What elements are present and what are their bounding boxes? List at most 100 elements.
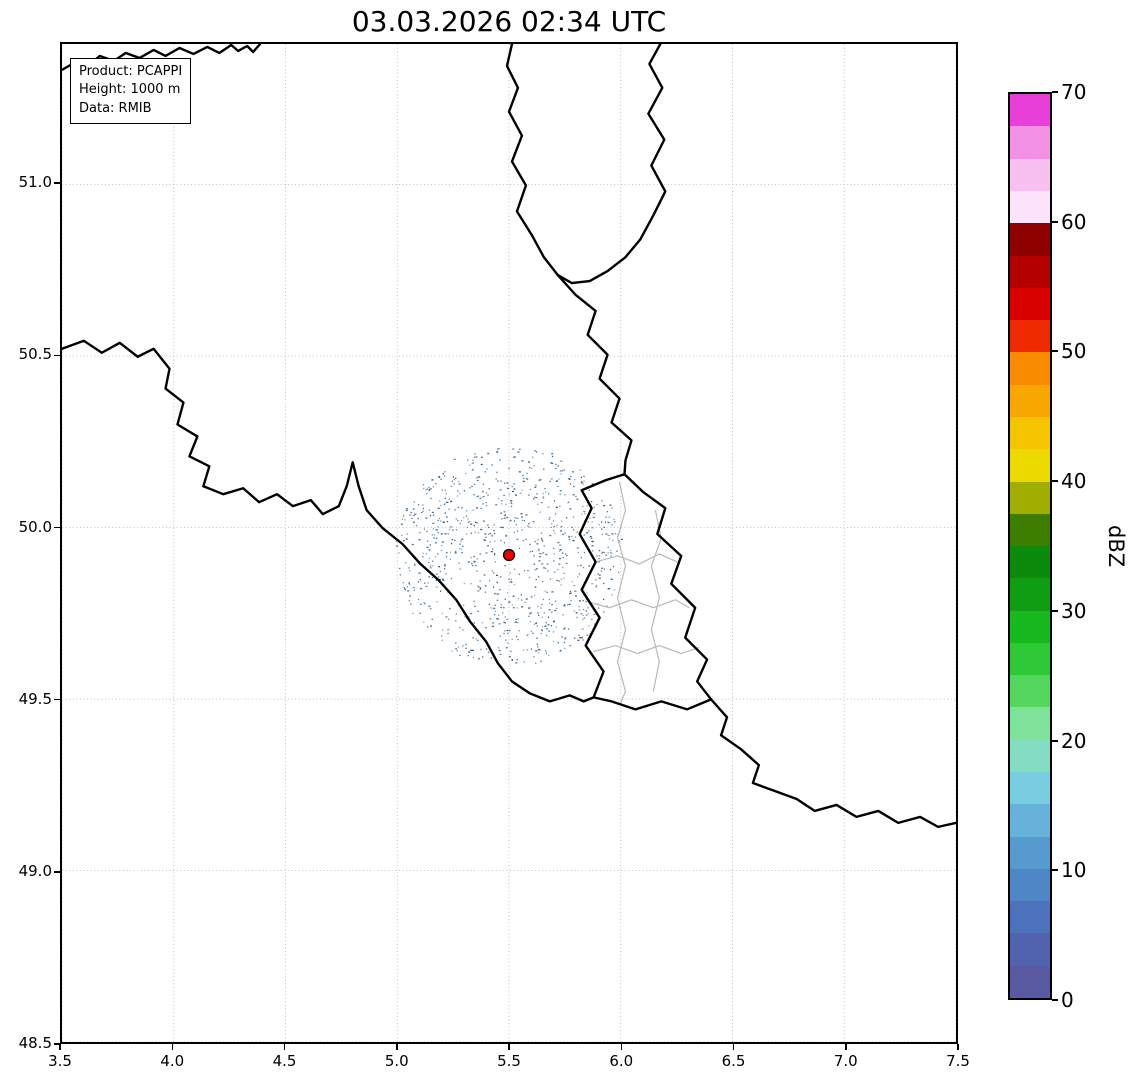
echo-speckle [437,519,439,522]
echo-speckle [454,539,456,541]
echo-speckle [396,545,399,547]
echo-speckle [473,561,476,563]
echo-speckle [450,542,453,545]
echo-speckle [572,471,575,473]
echo-speckle [431,534,434,536]
echo-speckle [547,506,550,508]
x-tick-label: 4.0 [160,1052,185,1070]
echo-speckle [537,612,539,614]
echo-speckle [448,508,450,510]
echo-speckle [428,561,430,564]
echo-speckle [578,634,581,637]
echo-speckle [617,571,620,574]
echo-speckle [493,540,496,543]
echo-speckle [485,536,487,538]
colorbar-band [1010,158,1050,191]
echo-speckle [479,580,481,582]
echo-speckle [542,496,544,498]
echo-speckle [521,474,524,477]
echo-speckle [470,583,472,585]
echo-speckle [596,503,598,506]
country-border-luxembourg [578,473,713,711]
echo-speckle [529,613,531,615]
echo-speckle [461,538,464,540]
echo-speckle [503,542,506,544]
echo-speckle [470,612,473,615]
echo-speckle [503,511,506,513]
echo-speckle [583,534,586,536]
echo-speckle [516,607,518,609]
echo-speckle [474,605,476,607]
echo-speckle [553,500,556,502]
echo-speckle [506,618,509,620]
echo-speckle [580,481,583,483]
echo-speckle [576,612,578,614]
echo-speckle [620,538,623,541]
echo-speckle [480,507,483,510]
echo-speckle [551,455,554,458]
echo-speckle [513,583,516,586]
echo-speckle [450,577,453,580]
echo-speckle [500,512,502,515]
echo-speckle [425,517,428,519]
echo-speckle [432,528,435,530]
x-tick-mark [396,1044,398,1050]
echo-speckle [521,460,524,462]
echo-speckle [521,516,523,518]
echo-speckle [463,604,465,606]
echo-speckle [440,478,442,480]
echo-speckle [535,662,537,664]
echo-speckle [478,476,481,478]
colorbar-axis-label: dBZ [1104,92,1128,1000]
echo-speckle [497,618,499,620]
echo-speckle [591,545,594,547]
canton-border [593,644,700,655]
echo-speckle [412,521,415,523]
echo-speckle [409,595,412,597]
echo-speckle [576,531,578,533]
echo-speckle [515,662,518,664]
echo-speckle [587,613,590,615]
echo-speckle [456,495,459,497]
echo-speckle [490,550,493,553]
echo-speckle [552,520,555,522]
echo-speckle [520,513,523,515]
echo-speckle [444,471,446,473]
echo-speckle [527,461,530,463]
echo-speckle [597,561,600,563]
echo-speckle [541,629,544,631]
echo-speckle [553,553,555,555]
echo-speckle [413,563,416,565]
echo-speckle [526,478,529,481]
echo-speckle [485,648,488,650]
echo-speckle [591,618,593,620]
echo-speckle [472,462,475,464]
echo-speckle [431,576,434,579]
echo-speckle [526,477,528,480]
echo-speckle [542,552,545,554]
echo-speckle [569,483,572,485]
echo-speckle [601,567,604,569]
echo-speckle [537,614,540,617]
echo-speckle [433,534,436,536]
echo-speckle [548,518,551,520]
echo-speckle [412,586,415,589]
echo-speckle [501,503,503,505]
echo-speckle [455,613,458,615]
echo-speckle [491,625,493,627]
echo-speckle [529,543,531,546]
echo-speckle [408,567,410,569]
echo-speckle [555,506,558,508]
echo-speckle [472,656,475,659]
echo-speckle [535,622,537,625]
echo-speckle [479,497,482,499]
echo-speckle [568,536,571,538]
country-border-germany [556,273,633,476]
echo-speckle [499,653,502,656]
echo-speckle [608,516,611,518]
echo-speckle [603,551,606,554]
echo-speckle [461,551,463,554]
echo-speckle [429,565,431,567]
echo-speckle [423,621,425,623]
echo-speckle [461,548,463,550]
